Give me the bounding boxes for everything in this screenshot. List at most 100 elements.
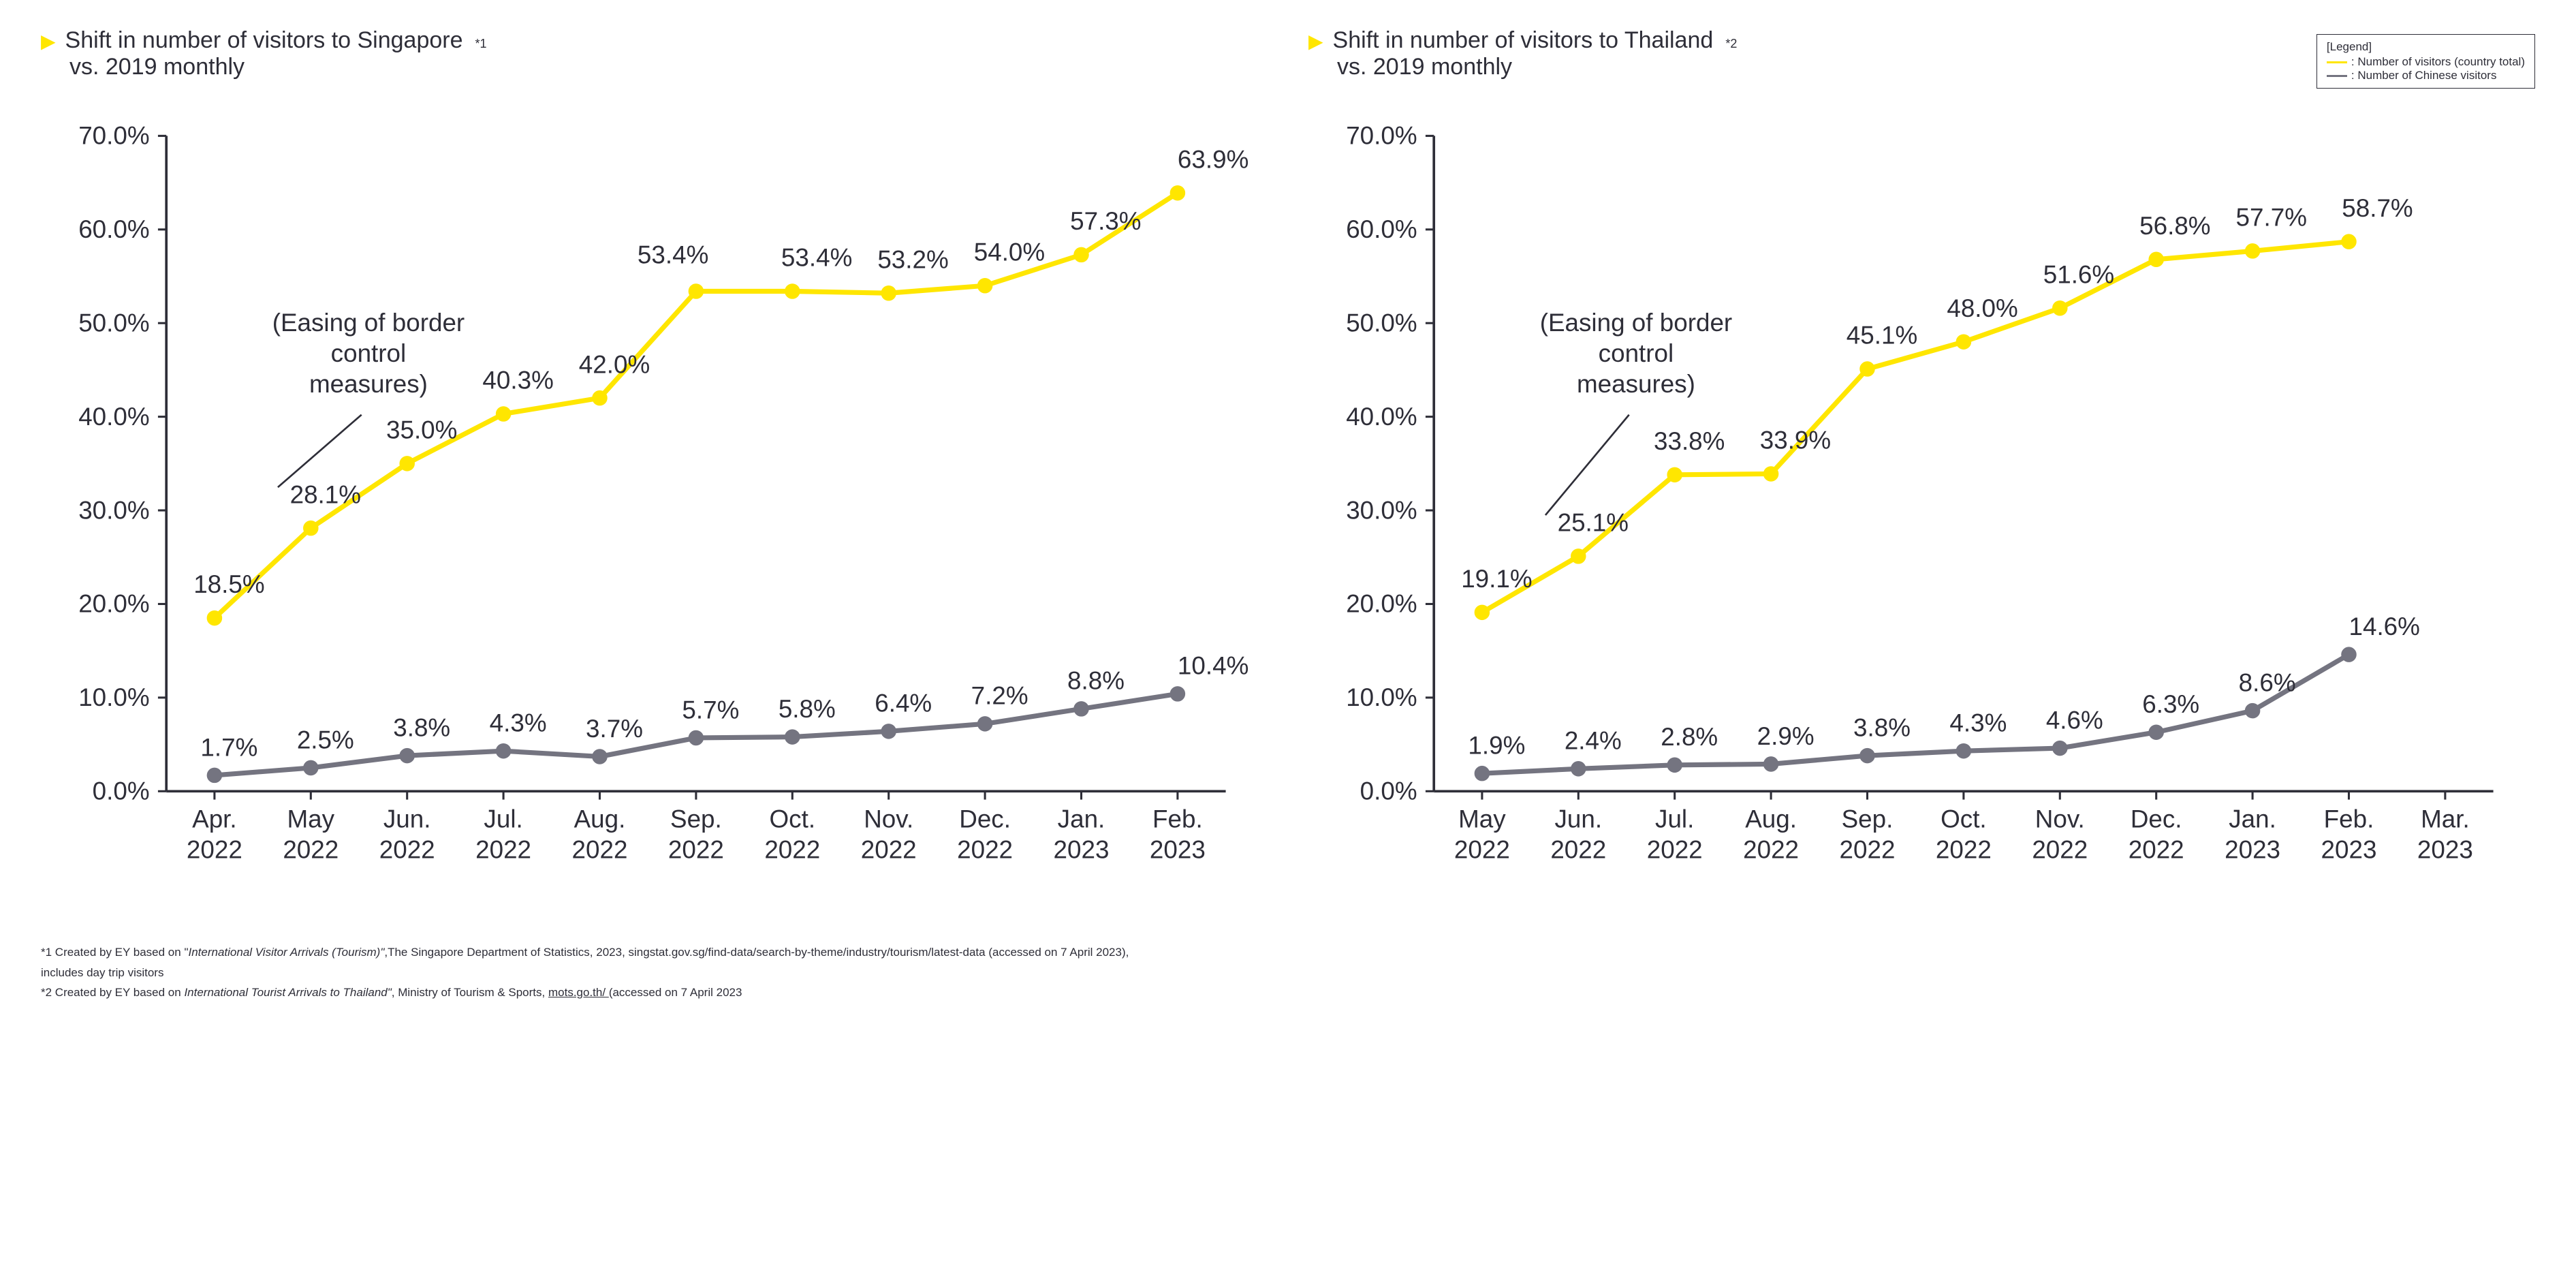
- svg-text:(Easing of border: (Easing of border: [272, 309, 465, 337]
- chart-svg-singapore: 0.0%10.0%20.0%30.0%40.0%50.0%60.0%70.0%A…: [41, 94, 1268, 903]
- svg-text:2.5%: 2.5%: [297, 726, 354, 754]
- chart-title-block: ▶ Shift in number of visitors to Singapo…: [41, 27, 1268, 80]
- svg-text:60.0%: 60.0%: [1346, 215, 1417, 243]
- svg-text:35.0%: 35.0%: [386, 416, 457, 444]
- svg-text:Dec.: Dec.: [959, 805, 1011, 833]
- page-root: ▶ Shift in number of visitors to Singapo…: [41, 27, 2535, 1002]
- svg-text:2022: 2022: [572, 836, 628, 864]
- svg-text:4.3%: 4.3%: [490, 709, 547, 737]
- chart-title-note: *1: [475, 37, 487, 51]
- svg-text:control: control: [1599, 339, 1674, 367]
- svg-text:20.0%: 20.0%: [78, 590, 149, 618]
- svg-text:2023: 2023: [2321, 836, 2377, 864]
- svg-text:Feb.: Feb.: [1152, 805, 1203, 833]
- legend-title: [Legend]: [2327, 40, 2525, 54]
- svg-text:51.6%: 51.6%: [2043, 260, 2114, 288]
- svg-text:Dec.: Dec.: [2131, 805, 2182, 833]
- svg-text:40.3%: 40.3%: [482, 367, 553, 394]
- chart-panel-singapore: ▶ Shift in number of visitors to Singapo…: [41, 27, 1268, 903]
- footnotes: *1 Created by EY based on "International…: [41, 944, 2535, 1002]
- svg-text:Jan.: Jan.: [2229, 805, 2276, 833]
- svg-text:54.0%: 54.0%: [974, 238, 1045, 266]
- svg-text:53.2%: 53.2%: [877, 245, 948, 273]
- svg-text:measures): measures): [1577, 370, 1695, 398]
- legend-row-chinese: : Number of Chinese visitors: [2327, 69, 2525, 82]
- svg-text:2022: 2022: [861, 836, 917, 864]
- svg-text:30.0%: 30.0%: [1346, 496, 1417, 524]
- legend-swatch-chinese: [2327, 75, 2347, 77]
- svg-text:2022: 2022: [379, 836, 435, 864]
- legend-row-total: : Number of visitors (country total): [2327, 55, 2525, 69]
- bullet-icon: ▶: [1308, 32, 1323, 51]
- svg-text:4.6%: 4.6%: [2046, 706, 2103, 734]
- svg-text:2022: 2022: [1840, 836, 1896, 864]
- svg-text:50.0%: 50.0%: [1346, 309, 1417, 337]
- svg-text:Jul.: Jul.: [1655, 805, 1694, 833]
- footnote-line: includes day trip visitors: [41, 964, 2535, 982]
- svg-text:2022: 2022: [2129, 836, 2184, 864]
- svg-text:Aug.: Aug.: [574, 805, 626, 833]
- chart-panel-thailand: [Legend] : Number of visitors (country t…: [1308, 27, 2535, 903]
- svg-text:8.6%: 8.6%: [2239, 668, 2296, 696]
- svg-text:5.7%: 5.7%: [682, 696, 739, 724]
- svg-text:2022: 2022: [957, 836, 1013, 864]
- svg-text:May: May: [1458, 805, 1506, 833]
- svg-text:2022: 2022: [1647, 836, 1703, 864]
- svg-text:56.8%: 56.8%: [2139, 212, 2210, 240]
- svg-text:Nov.: Nov.: [2035, 805, 2085, 833]
- svg-text:70.0%: 70.0%: [1346, 122, 1417, 150]
- chart-title: Shift in number of visitors to Thailand: [1333, 27, 1714, 54]
- chart-svg-wrap: 0.0%10.0%20.0%30.0%40.0%50.0%60.0%70.0%M…: [1308, 94, 2535, 903]
- svg-text:2022: 2022: [2032, 836, 2088, 864]
- svg-text:40.0%: 40.0%: [78, 403, 149, 431]
- chart-svg-thailand: 0.0%10.0%20.0%30.0%40.0%50.0%60.0%70.0%M…: [1308, 94, 2535, 903]
- svg-text:3.8%: 3.8%: [393, 713, 450, 741]
- svg-text:2.4%: 2.4%: [1565, 727, 1622, 755]
- svg-text:control: control: [331, 339, 407, 367]
- svg-text:57.3%: 57.3%: [1070, 207, 1141, 235]
- svg-text:Jun.: Jun.: [383, 805, 431, 833]
- svg-text:Jul.: Jul.: [484, 805, 522, 833]
- svg-text:1.7%: 1.7%: [200, 733, 257, 761]
- bullet-icon: ▶: [41, 32, 56, 51]
- svg-text:3.8%: 3.8%: [1853, 713, 1911, 741]
- svg-text:2023: 2023: [1150, 836, 1206, 864]
- svg-text:Nov.: Nov.: [864, 805, 913, 833]
- svg-text:7.2%: 7.2%: [971, 682, 1028, 710]
- svg-text:Feb.: Feb.: [2324, 805, 2374, 833]
- svg-text:2023: 2023: [2225, 836, 2280, 864]
- svg-text:10.0%: 10.0%: [78, 683, 149, 711]
- svg-text:33.9%: 33.9%: [1760, 427, 1831, 454]
- footnote-line: *2 Created by EY based on International …: [41, 984, 2535, 1002]
- svg-text:2022: 2022: [475, 836, 531, 864]
- footnote-line: *1 Created by EY based on "International…: [41, 944, 2535, 961]
- chart-subtitle: vs. 2019 monthly: [69, 54, 1268, 80]
- svg-text:May: May: [287, 805, 335, 833]
- svg-text:2022: 2022: [283, 836, 339, 864]
- svg-text:3.7%: 3.7%: [586, 715, 643, 743]
- svg-text:53.4%: 53.4%: [781, 244, 852, 272]
- svg-text:45.1%: 45.1%: [1847, 322, 1917, 350]
- svg-text:10.0%: 10.0%: [1346, 683, 1417, 711]
- svg-text:48.0%: 48.0%: [1947, 294, 2017, 322]
- svg-text:(Easing of border: (Easing of border: [1540, 309, 1733, 337]
- svg-text:2022: 2022: [764, 836, 820, 864]
- svg-text:measures): measures): [309, 370, 428, 398]
- svg-text:70.0%: 70.0%: [78, 122, 149, 150]
- svg-text:18.5%: 18.5%: [193, 570, 264, 598]
- svg-text:Sep.: Sep.: [670, 805, 722, 833]
- svg-text:10.4%: 10.4%: [1178, 652, 1248, 680]
- svg-text:Jan.: Jan.: [1058, 805, 1105, 833]
- svg-text:2022: 2022: [668, 836, 724, 864]
- svg-text:50.0%: 50.0%: [78, 309, 149, 337]
- svg-text:30.0%: 30.0%: [78, 496, 149, 524]
- svg-text:4.3%: 4.3%: [1949, 709, 2007, 737]
- svg-text:Apr.: Apr.: [192, 805, 237, 833]
- svg-text:19.1%: 19.1%: [1461, 565, 1532, 593]
- svg-text:33.8%: 33.8%: [1654, 427, 1725, 455]
- svg-text:20.0%: 20.0%: [1346, 590, 1417, 618]
- svg-text:Mar.: Mar.: [2421, 805, 2470, 833]
- legend-swatch-total: [2327, 61, 2347, 63]
- svg-text:6.3%: 6.3%: [2142, 690, 2199, 718]
- svg-text:Aug.: Aug.: [1745, 805, 1797, 833]
